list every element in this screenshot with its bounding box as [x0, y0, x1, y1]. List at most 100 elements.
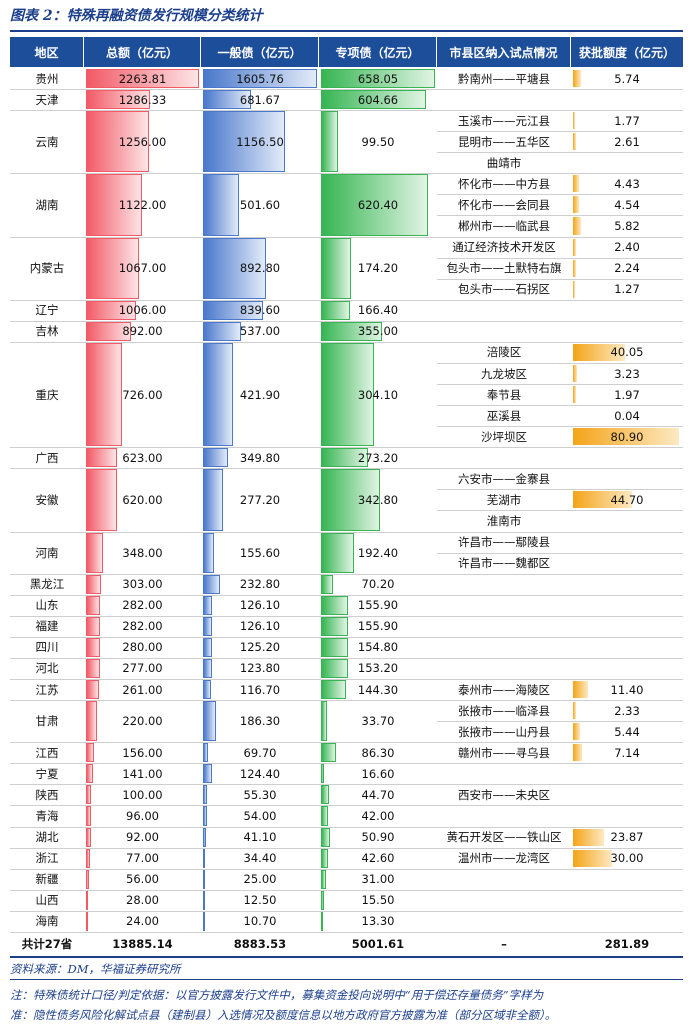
row-line — [10, 826, 683, 828]
data-bar — [203, 743, 208, 763]
pilot-name: 赣州市——寻乌县 — [458, 745, 550, 760]
special-value: 604.66 — [357, 92, 399, 107]
general-cell: 10.70 — [201, 911, 319, 932]
region-cell: 河北 — [35, 661, 59, 676]
data-bar — [321, 321, 383, 341]
special-value: 44.70 — [361, 787, 395, 802]
approved-cell: 4.54 — [571, 194, 683, 215]
total-value: 28.00 — [126, 893, 159, 908]
special-cell: 50.90 — [319, 827, 437, 848]
total-value: 1067.00 — [118, 261, 167, 276]
special-cell: 31.00 — [319, 869, 437, 890]
approved-value: 7.14 — [614, 745, 640, 760]
approved-value: 1.97 — [614, 387, 640, 402]
data-bar — [86, 111, 149, 173]
data-bar — [573, 217, 581, 235]
general-cell: 124.40 — [201, 763, 319, 784]
data-bar — [86, 595, 101, 615]
special-cell: 44.70 — [319, 784, 437, 805]
row-line — [10, 910, 683, 912]
special-cell: 13.30 — [319, 911, 437, 932]
pilot-name: 郴州市——临武县 — [458, 219, 550, 234]
special-value: 86.30 — [361, 745, 395, 760]
row-line — [10, 531, 683, 533]
data-bar — [321, 680, 346, 700]
general-value: 12.50 — [243, 893, 277, 908]
approved-value: 5.74 — [614, 71, 640, 86]
data-bar — [321, 848, 329, 868]
data-bar — [203, 890, 205, 910]
data-bar — [321, 764, 324, 784]
pilot-row-line — [437, 384, 683, 386]
pilot-row-line — [437, 510, 683, 512]
pilot-name: 西安市——未央区 — [458, 787, 550, 802]
pilot-name: 曲靖市 — [486, 155, 522, 170]
total-value: 156.00 — [122, 745, 163, 760]
pilot-row-line — [437, 257, 683, 259]
data-bar — [573, 175, 579, 193]
general-value: 232.80 — [239, 577, 281, 592]
row-line — [10, 341, 683, 343]
row-line — [10, 679, 683, 681]
data-bar — [86, 764, 94, 784]
total-value: 620.00 — [122, 492, 163, 507]
approved-value: 4.43 — [614, 176, 640, 191]
total-value: 348.00 — [122, 545, 163, 560]
footnote: 注：特殊债统计口径/判定依据：以官方披露发行文件中，募集资金投向说明中“用于偿还… — [10, 987, 544, 1002]
data-bar — [321, 90, 426, 110]
data-bar — [86, 848, 90, 868]
total-value: 892.00 — [122, 324, 163, 339]
region-cell: 安徽 — [35, 492, 59, 507]
total-cell: 620.00 — [84, 468, 201, 531]
table-bottom-rule — [10, 955, 683, 958]
total-cell: 24.00 — [84, 911, 201, 932]
data-bar — [573, 702, 577, 720]
region-cell: 海南 — [35, 914, 59, 929]
approved-cell: 0.04 — [571, 405, 683, 426]
general-value: 277.20 — [239, 492, 281, 507]
source-note: 资料来源：DM，华福证券研究所 — [10, 961, 181, 976]
total-cell: 282.00 — [84, 595, 201, 616]
data-bar — [321, 69, 435, 89]
total-value: 277.00 — [122, 661, 163, 676]
special-value: 620.40 — [357, 197, 399, 212]
general-cell: 349.80 — [201, 447, 319, 468]
special-cell: 15.50 — [319, 890, 437, 911]
approved-value: 0.04 — [614, 408, 640, 423]
special-cell: 99.50 — [319, 110, 437, 173]
total-value: 261.00 — [122, 682, 163, 697]
row-line — [10, 889, 683, 891]
region-cell: 河南 — [35, 545, 59, 560]
general-cell: 55.30 — [201, 784, 319, 805]
region-cell: 湖北 — [35, 830, 59, 845]
total-value: 96.00 — [126, 808, 159, 823]
data-bar — [203, 90, 252, 110]
pilot-name: 泰州市——海陵区 — [458, 682, 550, 697]
approved-value: 4.54 — [614, 197, 640, 212]
approved-cell: 5.44 — [571, 721, 683, 742]
data-bar — [321, 237, 352, 299]
row-line — [10, 636, 683, 638]
total-value: 282.00 — [122, 598, 163, 613]
special-value: 33.70 — [361, 714, 395, 729]
data-bar — [203, 342, 233, 447]
special-value: 355.00 — [357, 324, 399, 339]
general-value: 41.10 — [243, 830, 277, 845]
data-bar — [203, 869, 205, 889]
general-value: 125.20 — [239, 640, 281, 655]
approved-cell: 1.97 — [571, 384, 683, 405]
row-line — [10, 657, 683, 659]
approved-value: 2.40 — [614, 240, 640, 255]
general-cell: 1156.50 — [201, 110, 319, 173]
total-cell: 1286.33 — [84, 89, 201, 110]
special-cell: 153.20 — [319, 658, 437, 679]
pilot-name: 通辽经济技术开发区 — [452, 240, 556, 255]
approved-value: 2.33 — [614, 703, 640, 718]
pilot-name: 包头市——土默特右旗 — [446, 261, 562, 276]
data-bar — [86, 321, 131, 341]
general-cell: 892.80 — [201, 237, 319, 300]
total-value: 2263.81 — [118, 71, 167, 86]
data-bar — [203, 785, 207, 805]
total-cell: 56.00 — [84, 869, 201, 890]
